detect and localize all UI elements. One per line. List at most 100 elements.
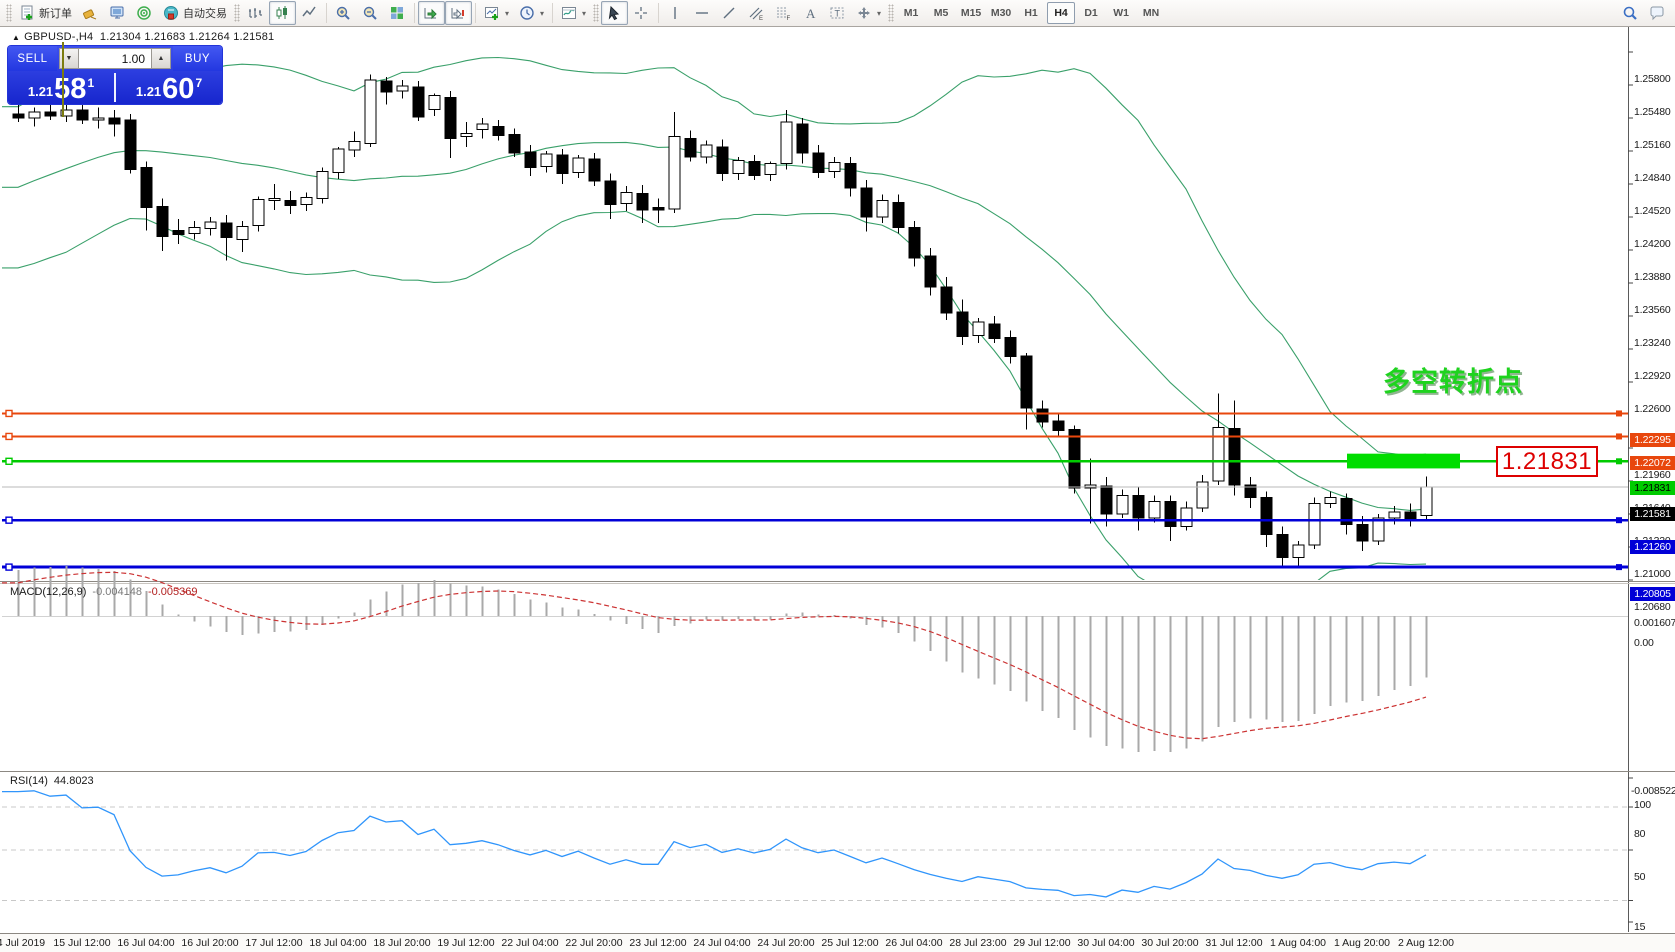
candle[interactable]	[412, 86, 425, 118]
support-line-1-handle-left[interactable]	[5, 516, 13, 524]
candle[interactable]	[876, 200, 889, 218]
candle[interactable]	[1420, 486, 1433, 517]
candle[interactable]	[748, 160, 761, 177]
terminal-button[interactable]	[104, 1, 131, 25]
auto-scroll-button[interactable]	[418, 1, 445, 25]
candle[interactable]	[684, 138, 697, 158]
timeframe-mn-button[interactable]: MN	[1142, 7, 1160, 19]
candle[interactable]	[364, 79, 377, 145]
candle[interactable]	[1308, 503, 1321, 546]
candle[interactable]	[220, 222, 233, 239]
candle[interactable]	[188, 226, 201, 235]
candle[interactable]	[572, 157, 585, 174]
candle[interactable]	[460, 133, 473, 138]
resistance-line-2-handle-right[interactable]	[1616, 433, 1622, 440]
toolbar-grip[interactable]	[234, 4, 240, 22]
resistance-line-2-handle-left[interactable]	[5, 432, 13, 441]
chat-button[interactable]	[1644, 1, 1671, 25]
toolbar-grip[interactable]	[6, 4, 12, 22]
candle[interactable]	[1020, 355, 1033, 409]
candle[interactable]	[1388, 511, 1401, 519]
vertical-line-object[interactable]	[62, 42, 64, 117]
timeframe-h1-button[interactable]: H1	[1024, 7, 1038, 19]
candle[interactable]	[1036, 408, 1049, 423]
sell-price[interactable]: 1.21 58 1	[8, 71, 114, 104]
price-callout-label[interactable]: 1.21831	[1496, 446, 1598, 477]
timeframe-m30-button[interactable]: M30	[990, 7, 1012, 19]
candle[interactable]	[236, 225, 249, 241]
timeframe-m5-button[interactable]: M5	[933, 7, 949, 19]
candle[interactable]	[300, 196, 313, 206]
collapse-icon[interactable]: ▲	[12, 33, 21, 42]
candle[interactable]	[428, 94, 441, 111]
candle[interactable]	[1180, 507, 1193, 527]
price-level-label[interactable]: 1.21831	[1630, 481, 1675, 496]
candle[interactable]	[892, 202, 905, 228]
candle[interactable]	[1340, 498, 1353, 525]
toolbar-grip[interactable]	[888, 4, 895, 22]
candle[interactable]	[476, 123, 489, 130]
candle[interactable]	[76, 109, 89, 121]
periods-button[interactable]: ▾	[514, 1, 549, 25]
toolbar-grip[interactable]	[593, 4, 600, 22]
candle[interactable]	[1276, 534, 1289, 558]
candle[interactable]	[1244, 484, 1257, 499]
price-level-label[interactable]: 1.20805	[1630, 587, 1675, 602]
arrows-button[interactable]: ▾	[851, 1, 886, 25]
candle[interactable]	[924, 255, 937, 288]
candle[interactable]	[28, 111, 41, 119]
candle[interactable]	[636, 192, 649, 211]
zoom-in-button[interactable]	[330, 1, 357, 25]
candle[interactable]	[508, 134, 521, 154]
candle[interactable]	[668, 136, 681, 210]
candle[interactable]	[284, 200, 297, 207]
volume-input[interactable]: 1.00	[79, 48, 151, 69]
price-level-label[interactable]: 1.21260	[1630, 540, 1675, 555]
chart-canvas[interactable]	[0, 27, 1675, 952]
candle[interactable]	[1116, 494, 1129, 515]
candle[interactable]	[1260, 497, 1273, 536]
chevron-down-icon[interactable]: ▾	[582, 8, 587, 18]
candle[interactable]	[524, 151, 537, 168]
templates-button[interactable]: ▾	[556, 1, 591, 25]
candle[interactable]	[268, 197, 281, 201]
candle[interactable]	[1356, 523, 1369, 542]
candle[interactable]	[1004, 337, 1017, 357]
candle[interactable]	[588, 158, 601, 182]
candle[interactable]	[652, 207, 665, 211]
candle[interactable]	[1164, 501, 1177, 527]
hline-button[interactable]	[689, 1, 716, 25]
bar-chart-button[interactable]	[242, 1, 269, 25]
time-axis[interactable]: 14 Jul 2019 15 Jul 12:00 16 Jul 04:00 16 Ju…	[0, 933, 1675, 952]
candle[interactable]	[252, 199, 265, 226]
cursor-button[interactable]	[601, 1, 629, 25]
candle[interactable]	[1196, 481, 1209, 509]
candle[interactable]	[540, 153, 553, 167]
chevron-down-icon[interactable]: ▾	[505, 8, 510, 18]
candle[interactable]	[1132, 494, 1145, 519]
candle[interactable]	[1324, 497, 1337, 505]
candle[interactable]	[556, 154, 569, 175]
fibo-button[interactable]: F	[770, 1, 797, 25]
candle[interactable]	[796, 123, 809, 154]
buy-button[interactable]: BUY	[173, 46, 222, 71]
resistance-line-1-handle-right[interactable]	[1616, 410, 1622, 417]
volume-increase-button[interactable]: ▲	[151, 48, 171, 69]
candle[interactable]	[1068, 428, 1081, 489]
candle[interactable]	[956, 311, 969, 338]
search-button[interactable]	[1617, 1, 1644, 25]
timeframe-h4-button[interactable]: H4	[1047, 2, 1076, 24]
chevron-down-icon[interactable]: ▾	[877, 8, 882, 18]
resistance-line-1-handle-left[interactable]	[5, 409, 13, 418]
candle[interactable]	[156, 206, 169, 238]
candle[interactable]	[860, 187, 873, 218]
candle[interactable]	[780, 121, 793, 164]
candle[interactable]	[1372, 517, 1385, 542]
price-level-label[interactable]: 1.22295	[1630, 433, 1675, 448]
candle[interactable]	[492, 125, 505, 137]
timeframe-d1-button[interactable]: D1	[1084, 7, 1098, 19]
zoom-out-button[interactable]	[357, 1, 384, 25]
candle[interactable]	[204, 221, 217, 229]
candle[interactable]	[764, 162, 777, 176]
chart-shift-button[interactable]	[445, 1, 472, 25]
